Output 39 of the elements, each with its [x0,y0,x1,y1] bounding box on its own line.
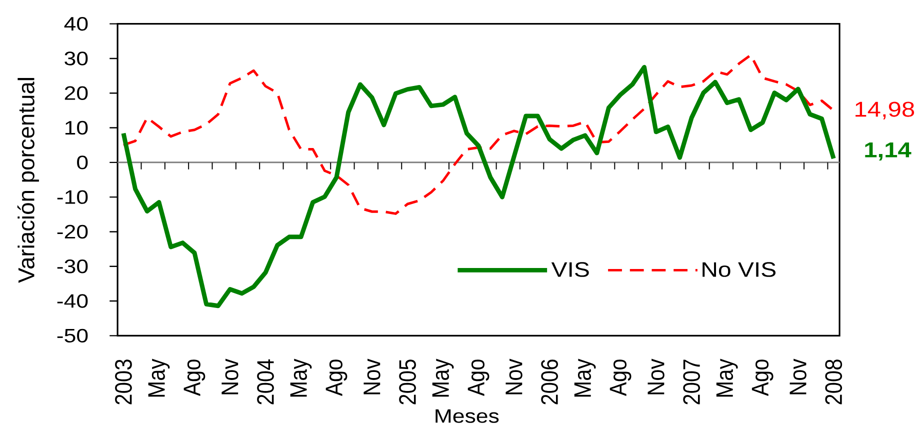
x-tick-label: May [148,358,170,397]
x-tick-label: Ago [184,360,206,396]
x-tick-label: 2005 [399,360,416,404]
x-tick-label: Ago [752,360,774,396]
data-label: 14,98 [856,102,914,120]
x-tick-label: Ago [610,360,632,396]
y-tick-label: -50 [57,328,88,343]
x-tick-label: 2003 [115,360,132,404]
y-tick-label: 30 [64,52,88,66]
y-tick-label: 0 [77,156,88,170]
legend-label: No VIS [702,262,776,277]
y-tick-label: 40 [64,16,88,31]
x-tick-label: May [574,358,596,397]
y-tick-label: 10 [65,120,88,135]
x-tick-label: 2008 [825,360,842,404]
y-tick-label: -30 [57,260,88,274]
x-tick-label: May [432,358,454,397]
y-tick-label: -20 [57,224,88,239]
line-series [121,64,836,308]
line-series [122,54,835,215]
y-tick-label: -40 [57,294,88,308]
x-axis-title: Meses [436,409,499,423]
x-tick-label: Nov [506,358,522,394]
x-tick-label: Ago [326,360,348,396]
x-tick-label: May [290,358,312,397]
y-tick-label: 20 [64,86,88,100]
x-tick-label: 2004 [257,359,274,404]
x-tick-label: Nov [222,358,238,394]
x-tick-label: Nov [648,358,664,394]
x-tick-label: 2007 [683,360,700,404]
x-tick-label: 2006 [541,360,558,404]
legend-label: VIS [551,262,589,277]
x-tick-label: Ago [468,360,490,396]
x-tick-label: Nov [790,358,806,394]
data-label: 1,14 [865,142,912,161]
y-tick-label: -10 [57,190,88,204]
x-tick-label: May [716,358,738,397]
y-axis-title: Variación porcentual [17,78,39,283]
x-tick-label: Nov [364,358,380,394]
